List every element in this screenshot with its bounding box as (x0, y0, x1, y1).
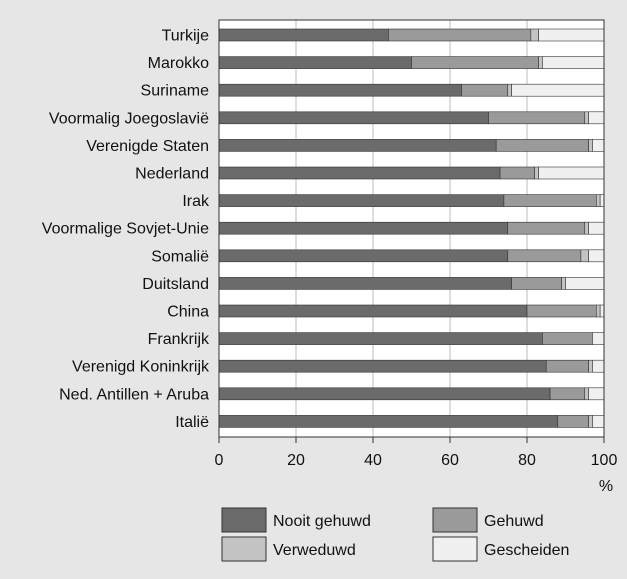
category-label: Ned. Antillen + Aruba (59, 386, 209, 403)
bar-segment-gehuwd-11 (542, 332, 593, 345)
category-label: Irak (182, 193, 210, 210)
bar-segment-gehuwd-14 (557, 415, 589, 428)
bar-segment-verweduwd-0 (530, 28, 539, 42)
bar-segment-nooit-gehuwd-9 (218, 277, 512, 290)
tick-label: 0 (215, 452, 224, 469)
plot-border (218, 19, 605, 438)
bar-segment-gescheiden-12 (592, 359, 605, 373)
bar-segment-gehuwd-4 (495, 139, 589, 152)
category-label: Nederland (135, 166, 209, 183)
tick-label: 100 (591, 452, 618, 469)
bar-segment-nooit-gehuwd-1 (218, 56, 412, 69)
bar-segment-verweduwd-1 (538, 56, 543, 69)
legend-swatch (221, 536, 267, 562)
bar-segment-verweduwd-14 (588, 415, 593, 428)
bar-segment-nooit-gehuwd-4 (218, 139, 497, 152)
bar-segment-verweduwd-9 (561, 277, 566, 290)
bar-segment-verweduwd-12 (588, 359, 593, 373)
bar-segment-gescheiden-14 (592, 415, 605, 428)
category-label: Somalië (151, 248, 209, 265)
bar-segment-gehuwd-8 (507, 249, 582, 263)
legend-label: Gescheiden (484, 542, 569, 559)
bar-segment-gehuwd-13 (549, 387, 586, 401)
category-label: China (167, 304, 209, 321)
tick-label: 40 (364, 452, 382, 469)
bar-segment-gescheiden-6 (599, 194, 605, 207)
bar-segment-nooit-gehuwd-10 (218, 304, 528, 318)
category-label: Voormalig Joegoslavië (49, 110, 209, 127)
bar-segment-nooit-gehuwd-8 (218, 249, 509, 263)
legend-label: Gehuwd (484, 513, 544, 530)
tick-label: 60 (441, 452, 459, 469)
bar-segment-gescheiden-13 (588, 387, 605, 401)
bar-segment-gescheiden-7 (588, 221, 605, 235)
bar-segment-nooit-gehuwd-6 (218, 194, 505, 207)
bar-segment-nooit-gehuwd-11 (218, 332, 543, 345)
bars (218, 28, 605, 428)
bar-segment-gescheiden-4 (592, 139, 605, 152)
bar-segment-gehuwd-3 (488, 111, 586, 125)
bar-segment-gescheiden-10 (599, 304, 605, 318)
category-label: Italië (175, 414, 209, 431)
bar-segment-verweduwd-5 (534, 166, 539, 180)
bar-segment-gehuwd-5 (499, 166, 535, 180)
legend: Nooit gehuwd Gehuwd Verweduwd Gescheiden (221, 507, 569, 562)
bar-segment-gehuwd-12 (545, 359, 589, 373)
bar-segment-verweduwd-13 (584, 387, 589, 401)
bar-segment-nooit-gehuwd-7 (218, 221, 509, 235)
bar-segment-verweduwd-6 (595, 194, 601, 207)
legend-label: Verweduwd (273, 542, 356, 559)
category-label: Marokko (148, 55, 209, 72)
bar-segment-verweduwd-3 (584, 111, 589, 125)
category-label: Verenigde Staten (86, 138, 209, 155)
category-label: Suriname (141, 83, 210, 100)
bar-segment-gehuwd-1 (411, 56, 539, 69)
bar-segment-gescheiden-11 (592, 332, 605, 345)
category-label: Voormalige Sovjet-Unie (42, 221, 209, 238)
legend-swatch (221, 507, 267, 533)
bar-segment-verweduwd-8 (580, 249, 589, 263)
bar-segment-gescheiden-2 (511, 83, 605, 97)
bar-segment-verweduwd-4 (588, 139, 593, 152)
bar-segment-gescheiden-5 (538, 166, 605, 180)
category-label: Verenigd Koninkrijk (72, 359, 210, 376)
bar-segment-nooit-gehuwd-3 (218, 111, 489, 125)
bar-segment-gescheiden-9 (565, 277, 605, 290)
bar-segment-nooit-gehuwd-12 (218, 359, 547, 373)
plot-frame (218, 19, 605, 438)
bar-segment-nooit-gehuwd-5 (218, 166, 501, 180)
bar-segment-gescheiden-8 (588, 249, 605, 263)
legend-swatch (432, 536, 478, 562)
bar-segment-gehuwd-9 (511, 277, 562, 290)
tick-label: 20 (287, 452, 305, 469)
bar-segment-nooit-gehuwd-2 (218, 83, 462, 97)
bar-segment-gescheiden-1 (542, 56, 605, 69)
bar-segment-verweduwd-10 (595, 304, 601, 318)
category-label: Turkije (162, 28, 210, 45)
bar-segment-verweduwd-7 (584, 221, 589, 235)
bar-segment-nooit-gehuwd-14 (218, 415, 559, 428)
bar-segment-gehuwd-7 (507, 221, 586, 235)
category-label: Duitsland (142, 276, 209, 293)
x-unit-label: % (599, 478, 613, 495)
bar-segment-gescheiden-0 (538, 28, 605, 42)
bar-segment-gehuwd-0 (388, 28, 532, 42)
legend-label: Nooit gehuwd (273, 513, 371, 530)
category-labels: Turkije Marokko Suriname Voormalig Joegosla… (42, 28, 210, 431)
legend-swatch (432, 507, 478, 533)
bar-segment-gehuwd-6 (503, 194, 597, 207)
tick-label: 80 (518, 452, 536, 469)
bar-segment-nooit-gehuwd-0 (218, 28, 389, 42)
bar-segment-verweduwd-2 (507, 83, 512, 97)
bar-segment-gehuwd-10 (526, 304, 597, 318)
x-axis: 0 20 40 60 80 100% (215, 437, 618, 495)
bar-segment-nooit-gehuwd-13 (218, 387, 551, 401)
bar-segment-gehuwd-2 (461, 83, 509, 97)
category-label: Frankrijk (148, 331, 210, 348)
bar-segment-gescheiden-3 (588, 111, 605, 125)
